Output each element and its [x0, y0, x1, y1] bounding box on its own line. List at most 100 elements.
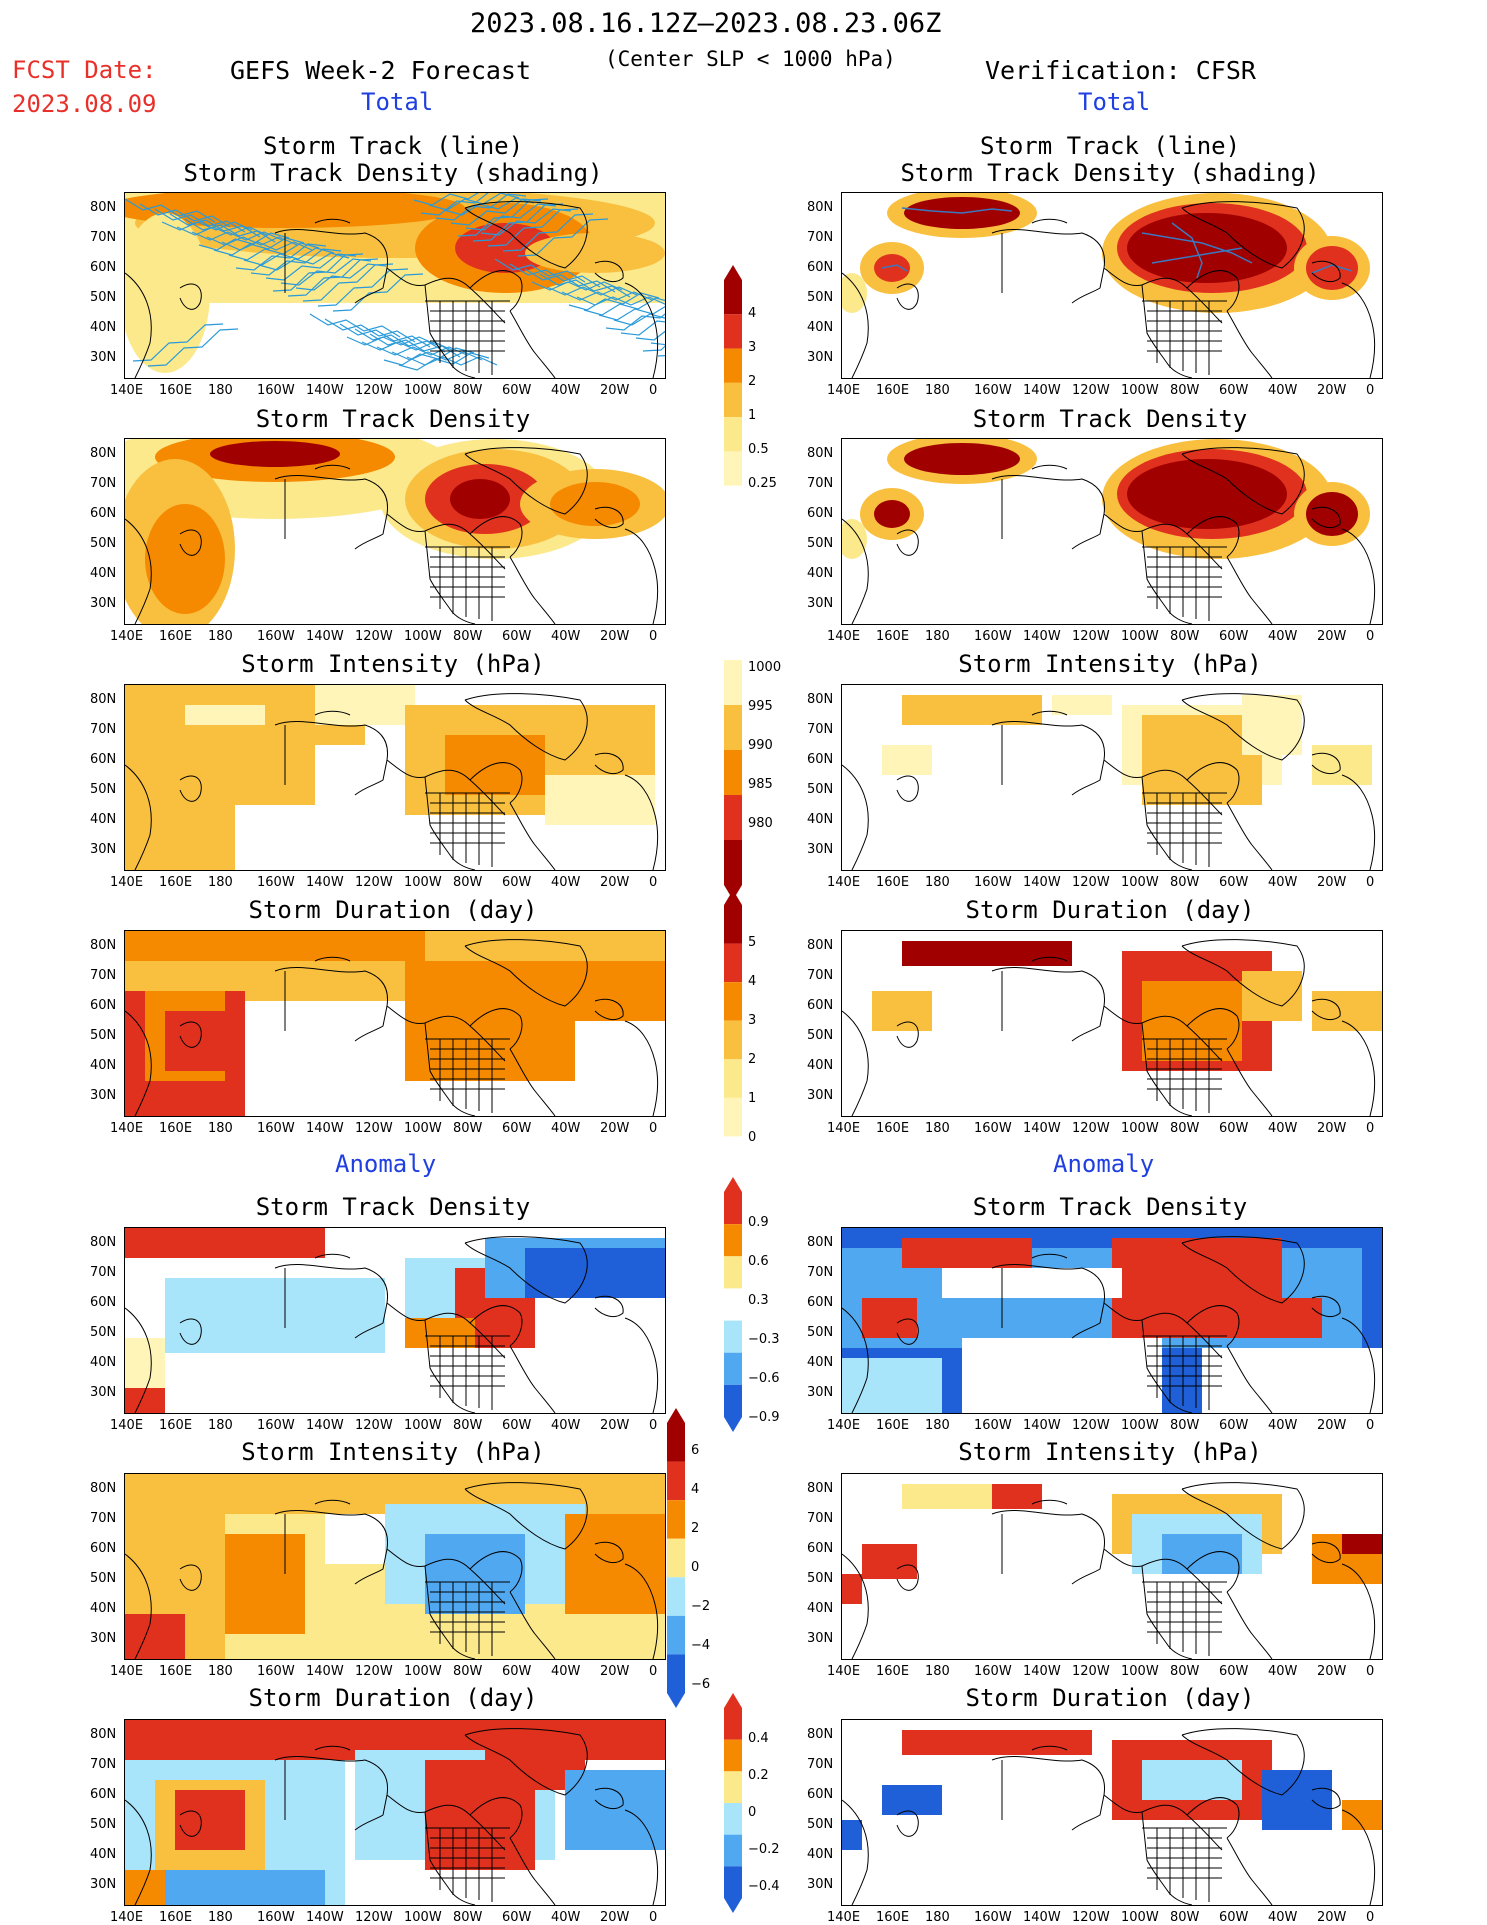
coastline	[1341, 1809, 1376, 1905]
shading-region	[1312, 745, 1372, 785]
coastline	[125, 764, 152, 870]
lat-label: 50N	[90, 1028, 117, 1043]
coastline	[896, 529, 919, 556]
coastline	[386, 759, 506, 816]
map-canvas	[125, 193, 665, 378]
panel-title-density-right: Storm Track Density	[972, 405, 1248, 433]
lon-label: 160W	[974, 1664, 1012, 1679]
storm-track-line	[435, 193, 527, 221]
lon-label: 40W	[551, 629, 581, 644]
coastline	[624, 1317, 659, 1413]
map-canvas	[125, 685, 659, 870]
shading-region	[565, 1770, 665, 1850]
storm-track-line	[295, 263, 387, 291]
colorbar-segment	[724, 1384, 742, 1417]
colorbar-segment	[724, 1352, 742, 1385]
panel-title-duration-right: Storm Duration (day)	[965, 896, 1255, 924]
storm-track-line	[213, 237, 305, 256]
coastline	[179, 775, 202, 802]
lat-label: 50N	[90, 536, 117, 551]
coastline	[509, 1048, 556, 1116]
lon-label: 140W	[1023, 875, 1061, 890]
shading-region	[125, 1338, 165, 1388]
verification-map-track-line	[841, 192, 1383, 379]
lon-label: 160W	[257, 383, 295, 398]
coastline	[1181, 1482, 1305, 1550]
coastline	[1147, 1345, 1222, 1387]
lat-label: 60N	[807, 506, 834, 521]
lat-label: 60N	[90, 506, 117, 521]
shading-region	[1242, 695, 1302, 755]
coastline	[1147, 802, 1222, 844]
lon-label: 140E	[827, 383, 861, 398]
coastline	[314, 1745, 351, 1751]
coastline	[430, 1591, 505, 1633]
lat-label: 70N	[807, 1511, 834, 1526]
storm-track-line	[546, 286, 638, 296]
coastline	[509, 1837, 556, 1905]
shading-region	[235, 745, 315, 805]
coastline	[509, 556, 556, 624]
lon-label: 60W	[502, 875, 532, 890]
lat-label: 30N	[90, 842, 117, 857]
lon-label: 120W	[1072, 875, 1110, 890]
lat-label: 50N	[90, 782, 117, 797]
shading-region	[904, 443, 1020, 475]
coastline	[1181, 1728, 1305, 1796]
shading-region	[165, 1870, 325, 1905]
colorbar-label: 0.5	[748, 442, 769, 457]
colorbar-label: 3	[748, 1013, 757, 1028]
coastline	[842, 1553, 869, 1659]
coastline	[469, 762, 523, 804]
shading-region	[902, 1730, 1092, 1755]
coastline	[1031, 464, 1068, 470]
coastline	[1226, 1591, 1273, 1659]
lat-label: 40N	[90, 1847, 117, 1862]
coastline	[1186, 270, 1240, 312]
lon-label: 60W	[502, 383, 532, 398]
shading-region	[942, 1268, 1122, 1298]
lat-label: 80N	[807, 200, 834, 215]
lon-label: 180	[208, 1664, 233, 1679]
lon-label: 60W	[1219, 629, 1249, 644]
lon-label: 160E	[876, 875, 910, 890]
colorbar-label: 985	[748, 777, 773, 792]
lon-label: 160E	[876, 1664, 910, 1679]
lon-label: 80W	[453, 383, 483, 398]
shading-region	[575, 961, 665, 1021]
coastline	[1181, 693, 1305, 761]
coastline	[179, 283, 202, 310]
colorbar-segment	[724, 943, 742, 983]
colorbar-label: 0.3	[748, 1293, 769, 1308]
lon-label: 20W	[1317, 629, 1347, 644]
lat-label: 40N	[90, 566, 117, 581]
colorbar-label: −6	[691, 1677, 711, 1692]
lon-label: 80W	[1170, 1121, 1200, 1136]
coastline	[386, 1005, 506, 1062]
lon-label: 160W	[974, 1121, 1012, 1136]
colorbar-label: 0.25	[748, 476, 777, 491]
lon-label: 60W	[502, 1910, 532, 1925]
coastline	[179, 529, 202, 556]
coastline	[439, 547, 493, 621]
shading-region	[450, 479, 510, 519]
shading-region	[992, 1484, 1042, 1509]
coastline	[1031, 218, 1068, 224]
lon-label: 160E	[876, 629, 910, 644]
coastline	[1186, 1305, 1240, 1347]
lon-label: 80W	[1170, 875, 1200, 890]
coastline	[624, 1809, 659, 1905]
coastline	[624, 774, 659, 870]
colorbar-segment	[724, 705, 742, 750]
coastline	[1103, 267, 1223, 324]
colorbar-bottom-arrow	[724, 520, 742, 535]
lon-label: 120W	[1072, 383, 1110, 398]
lon-label: 40W	[551, 383, 581, 398]
lon-label: 80W	[1170, 383, 1200, 398]
coastline	[991, 1510, 1106, 1585]
lon-label: 60W	[1219, 383, 1249, 398]
colorbar-segment	[724, 1256, 742, 1289]
storm-track-line	[125, 198, 216, 223]
coastline	[1156, 547, 1210, 621]
colorbar-segment	[724, 1708, 742, 1740]
